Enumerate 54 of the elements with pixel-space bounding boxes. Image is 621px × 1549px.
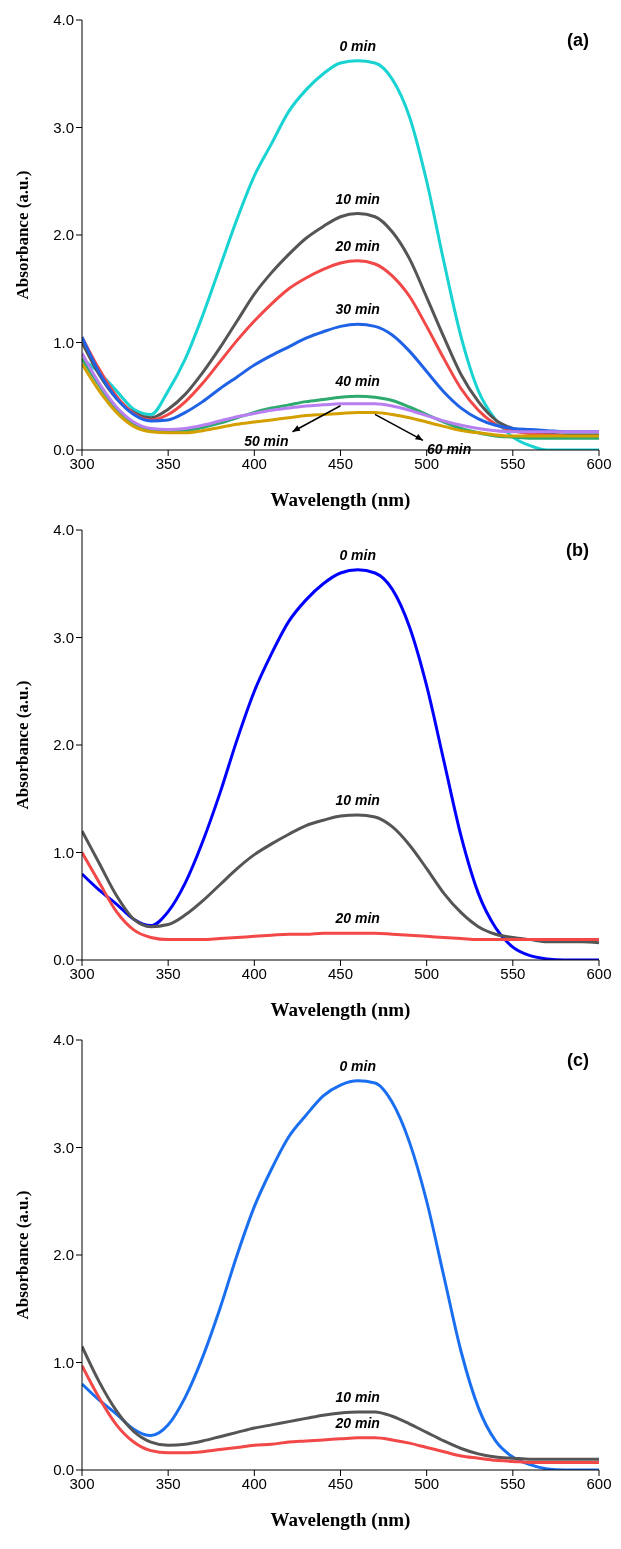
- x-tick-label: 400: [241, 1474, 267, 1492]
- y-tick-label: 4.0: [53, 521, 74, 539]
- x-tick-label: 500: [414, 964, 440, 982]
- y-tick-label: 2.0: [53, 1246, 74, 1264]
- x-tick-label: 600: [586, 1474, 612, 1492]
- x-tick-label: 550: [500, 964, 526, 982]
- line-series: [82, 813, 599, 945]
- x-axis-title: Wavelength (nm): [270, 1509, 411, 1531]
- x-tick-label: 550: [500, 1474, 526, 1492]
- x-tick-label: 350: [155, 964, 181, 982]
- x-tick-label: 450: [327, 454, 354, 472]
- y-tick-label: 2.0: [53, 226, 74, 244]
- y-tick-label: 3.0: [53, 1138, 74, 1156]
- annotation: 20 min: [334, 910, 380, 927]
- y-axis-title: Absorbance (a.u.): [13, 1190, 33, 1320]
- x-tick-label: 350: [155, 1474, 181, 1492]
- y-tick-label: 3.0: [53, 118, 74, 136]
- annotation: 40 min: [334, 373, 380, 390]
- x-tick-label: 450: [327, 964, 354, 982]
- y-axis-title: Absorbance (a.u.): [13, 170, 33, 300]
- x-tick-label: 600: [586, 964, 612, 982]
- annotation: 10 min: [335, 791, 380, 808]
- annotation: 20 min: [334, 1414, 380, 1431]
- x-tick-label: 350: [155, 454, 181, 472]
- text: (b): [566, 540, 589, 560]
- x-tick-label: 600: [586, 454, 612, 472]
- annotation: 10 min: [335, 190, 380, 207]
- line-series: [82, 1364, 599, 1464]
- y-tick-label: 4.0: [53, 11, 74, 29]
- annotation: 0 min: [339, 1057, 377, 1074]
- annotation: 10 min: [335, 1388, 380, 1405]
- y-tick-label: 3.0: [53, 628, 74, 646]
- annotation: 20 min: [334, 237, 380, 254]
- text: (c): [567, 1050, 589, 1070]
- x-tick-label: 450: [327, 1474, 354, 1492]
- annotation: 30 min: [335, 301, 380, 318]
- x-tick-label: 550: [500, 454, 526, 472]
- line-series: [82, 1344, 599, 1461]
- x-axis-title: Wavelength (nm): [270, 999, 411, 1021]
- y-tick-label: 1.0: [53, 333, 74, 351]
- y-tick-label: 2.0: [53, 736, 74, 754]
- annotation: 0 min: [339, 546, 377, 563]
- x-tick-label: 400: [241, 964, 267, 982]
- annotation: 0 min: [339, 37, 377, 54]
- line-series: [82, 851, 599, 942]
- y-tick-label: 4.0: [53, 1031, 74, 1049]
- y-tick-label: 1.0: [53, 843, 74, 861]
- text: (a): [567, 30, 589, 50]
- y-axis-title: Absorbance (a.u.): [13, 680, 33, 810]
- x-tick-label: 500: [414, 1474, 440, 1492]
- x-axis-title: Wavelength (nm): [270, 489, 411, 511]
- annotation: 50 min: [244, 432, 289, 449]
- x-tick-label: 400: [241, 454, 267, 472]
- y-tick-label: 1.0: [53, 1353, 74, 1371]
